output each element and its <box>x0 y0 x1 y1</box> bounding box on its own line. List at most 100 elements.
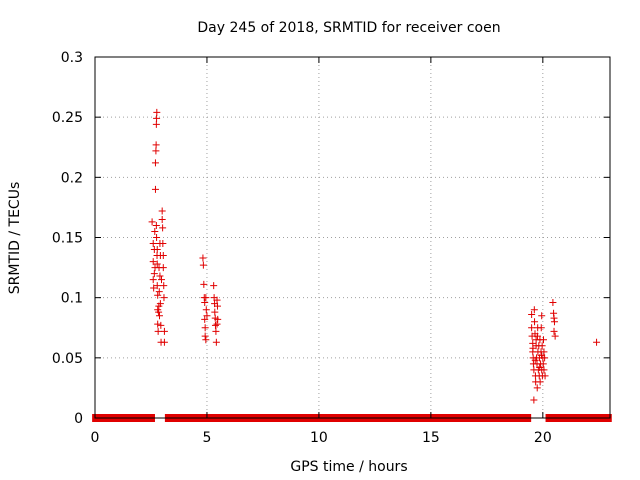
data-point <box>531 318 539 326</box>
data-point <box>202 306 210 314</box>
data-point <box>149 276 157 284</box>
data-point <box>154 291 162 299</box>
data-point <box>537 351 545 359</box>
data-point <box>201 298 209 306</box>
data-point <box>550 318 558 326</box>
data-point <box>200 280 208 288</box>
data-point <box>152 120 160 128</box>
data-point <box>151 227 159 235</box>
data-point <box>152 147 160 155</box>
data-point <box>149 258 157 266</box>
data-point <box>151 264 159 272</box>
data-point <box>551 332 559 340</box>
data-point <box>160 294 168 302</box>
data-point <box>153 114 161 122</box>
data-point <box>159 252 167 260</box>
data-point <box>203 312 211 320</box>
data-point <box>201 315 209 323</box>
data-point <box>153 260 161 268</box>
data-point <box>533 384 541 392</box>
data-point <box>159 240 167 248</box>
data-point <box>158 215 166 223</box>
data-point <box>153 246 161 254</box>
data-point <box>156 272 164 280</box>
data-point <box>152 221 160 229</box>
data-point <box>540 366 548 374</box>
data-point <box>151 159 159 167</box>
data-point <box>156 300 164 308</box>
data-point <box>153 234 161 241</box>
data-point <box>539 360 547 368</box>
y-axis-label: SRMTID / TECUs <box>7 182 23 295</box>
data-point <box>158 207 166 215</box>
data-point <box>541 372 549 380</box>
data-point <box>540 348 548 356</box>
data-point <box>529 344 537 352</box>
data-point <box>212 338 220 346</box>
data-point <box>593 338 601 346</box>
data-point <box>212 327 220 335</box>
data-point <box>213 302 221 310</box>
data-point <box>211 321 219 329</box>
data-point <box>213 320 221 328</box>
data-point <box>214 315 222 323</box>
data-point <box>549 298 557 306</box>
data-point <box>537 324 545 332</box>
chart-title: Day 245 of 2018, SRMTID for receiver coe… <box>197 20 500 36</box>
data-point <box>157 321 165 329</box>
data-point <box>199 254 207 262</box>
data-point <box>211 308 219 316</box>
data-point <box>538 342 546 350</box>
data-point <box>531 356 539 364</box>
x-axis-label: GPS time / hours <box>290 459 407 475</box>
y-tick-label: 0.05 <box>52 351 83 367</box>
data-point <box>538 312 546 320</box>
data-point <box>155 288 163 296</box>
data-point <box>160 338 168 346</box>
data-point <box>202 336 210 344</box>
data-point <box>539 336 547 344</box>
data-point <box>213 296 221 304</box>
data-point <box>530 396 538 404</box>
data-point <box>160 327 168 335</box>
axis-ticks: 0 0.05 0.1 0.15 0.2 0.25 0.3 0 5 10 15 20 <box>52 50 610 446</box>
data-point <box>201 324 209 332</box>
data-point <box>528 324 536 332</box>
y-tick-label: 0.3 <box>61 50 83 66</box>
data-point <box>155 308 163 316</box>
data-point <box>550 327 558 335</box>
x-tick-label: 10 <box>310 430 328 446</box>
data-point <box>528 311 536 319</box>
data-point <box>150 270 158 278</box>
data-point <box>153 282 161 290</box>
data-point <box>201 332 209 340</box>
data-point <box>155 312 163 320</box>
data-point <box>159 264 167 272</box>
x-tick-label: 0 <box>91 430 100 446</box>
data-point <box>158 276 166 284</box>
data-point <box>160 282 168 290</box>
data-point <box>536 363 544 371</box>
data-point <box>152 141 160 149</box>
data-point <box>149 240 157 248</box>
y-tick-label: 0.1 <box>61 291 83 307</box>
y-tick-label: 0.2 <box>61 170 83 186</box>
data-point <box>153 108 161 116</box>
data-points <box>148 108 601 404</box>
data-point <box>148 218 156 226</box>
y-tick-label: 0.25 <box>52 110 83 126</box>
data-point <box>210 282 218 290</box>
data-point <box>150 284 158 292</box>
data-point <box>202 294 210 302</box>
y-tick-label: 0 <box>74 411 83 427</box>
data-point <box>159 224 167 232</box>
data-point <box>533 332 541 340</box>
data-point <box>530 306 538 314</box>
data-point <box>154 320 162 328</box>
data-point <box>199 261 207 269</box>
x-tick-label: 5 <box>202 430 211 446</box>
x-tick-label: 15 <box>422 430 440 446</box>
y-tick-label: 0.15 <box>52 231 83 247</box>
data-point <box>151 185 159 193</box>
